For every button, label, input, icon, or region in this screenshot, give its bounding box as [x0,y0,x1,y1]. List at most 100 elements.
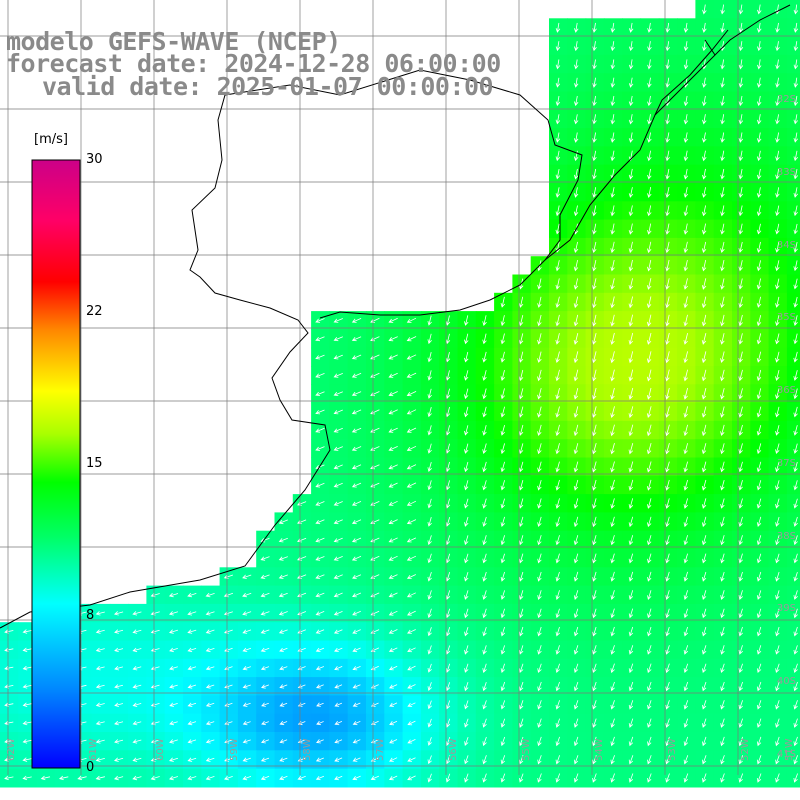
wind-arrow [738,424,743,436]
wind-arrow [482,315,487,327]
wind-arrow [555,351,560,364]
wind-arrow [464,700,469,710]
wind-arrow [242,702,251,707]
wind-arrow [720,479,725,491]
wind-arrow [793,205,798,217]
wind-arrow [592,773,597,783]
wind-arrow [775,443,780,455]
wind-arrow [775,95,780,107]
wind-cell [786,36,800,56]
wind-arrow [610,681,615,692]
wind-arrow [628,718,634,728]
wind-arrow [95,757,105,762]
wind-arrow [720,168,725,180]
wind-arrow [775,77,780,88]
wind-arrow [574,77,579,88]
wind-arrow [352,574,362,579]
wind-arrow [315,336,325,342]
wind-arrow [610,387,615,400]
wind-arrow [738,150,744,162]
wind-arrow [407,739,416,744]
wind-arrow [4,629,14,634]
wind-arrow [592,132,597,143]
wind-arrow [775,480,780,491]
lon-label-55w: 55W [521,738,532,761]
wind-arrow [573,168,579,180]
wind-arrow [132,702,142,707]
wind-arrow [756,553,762,564]
wind-arrow [370,482,380,488]
wind-arrow [370,501,380,506]
wind-arrow [555,41,561,52]
wind-arrow [555,700,560,710]
wind-arrow [333,373,343,378]
wind-arrow [242,775,252,781]
wind-arrow [445,352,451,363]
wind-arrow [720,296,725,308]
wind-arrow [610,205,615,217]
wind-arrow [445,682,451,692]
wind-arrow [205,775,215,781]
wind-arrow [592,241,597,254]
wind-arrow [738,22,744,33]
wind-arrow [793,333,798,345]
wind-arrow [610,773,615,783]
wind-arrow [628,645,634,655]
wind-arrow [793,626,798,637]
wind-arrow [720,223,725,235]
wind-arrow [555,681,560,692]
wind-arrow [628,736,634,747]
wind-arrow [370,446,380,451]
wind-arrow [445,773,451,783]
wind-arrow [482,773,487,783]
wind-arrow [793,242,798,253]
wind-arrow [793,77,799,88]
title-model: modelo GEFS-WAVE (NCEP) [6,27,341,56]
wind-arrow [756,590,762,600]
wind-arrow [775,608,780,619]
wind-arrow [351,501,362,506]
wind-arrow [793,535,798,546]
wind-arrow [555,77,561,88]
wind-arrow [756,461,762,473]
wind-arrow [628,681,634,692]
colorbar-box [31,159,81,769]
wind-arrow [775,553,780,564]
wind-arrow [555,205,561,217]
wind-arrow [702,718,707,728]
wind-cell [402,768,422,788]
wind-arrow [702,41,707,52]
wind-arrow [738,59,744,70]
wind-cell [402,732,422,751]
wind-arrow [793,351,798,363]
wind-arrow [242,647,252,652]
wind-arrow [500,755,506,765]
wind-arrow [333,519,343,525]
wind-arrow [445,718,451,728]
wind-arrow [537,755,542,765]
wind-arrow [683,260,689,272]
wind-arrow [683,333,688,345]
wind-arrow [573,773,579,783]
wind-arrow [793,736,798,747]
wind-arrow [738,681,743,692]
wind-arrow [297,537,307,543]
wind-arrow [647,77,652,88]
wind-arrow [793,388,798,400]
wind-arrow [4,720,14,726]
wind-arrow [665,406,670,418]
wind-cell [402,475,422,495]
wind-arrow [260,574,270,579]
wind-arrow [647,205,652,217]
wind-arrow [519,736,524,747]
wind-arrow [260,647,270,652]
wind-arrow [738,4,744,15]
wind-arrow [427,315,432,326]
wind-arrow [683,626,689,637]
wind-arrow [482,351,487,363]
wind-arrow [95,739,105,744]
wind-arrow [756,718,762,728]
wind-arrow [775,645,780,655]
wind-arrow [537,498,542,509]
wind-arrow [242,720,251,726]
